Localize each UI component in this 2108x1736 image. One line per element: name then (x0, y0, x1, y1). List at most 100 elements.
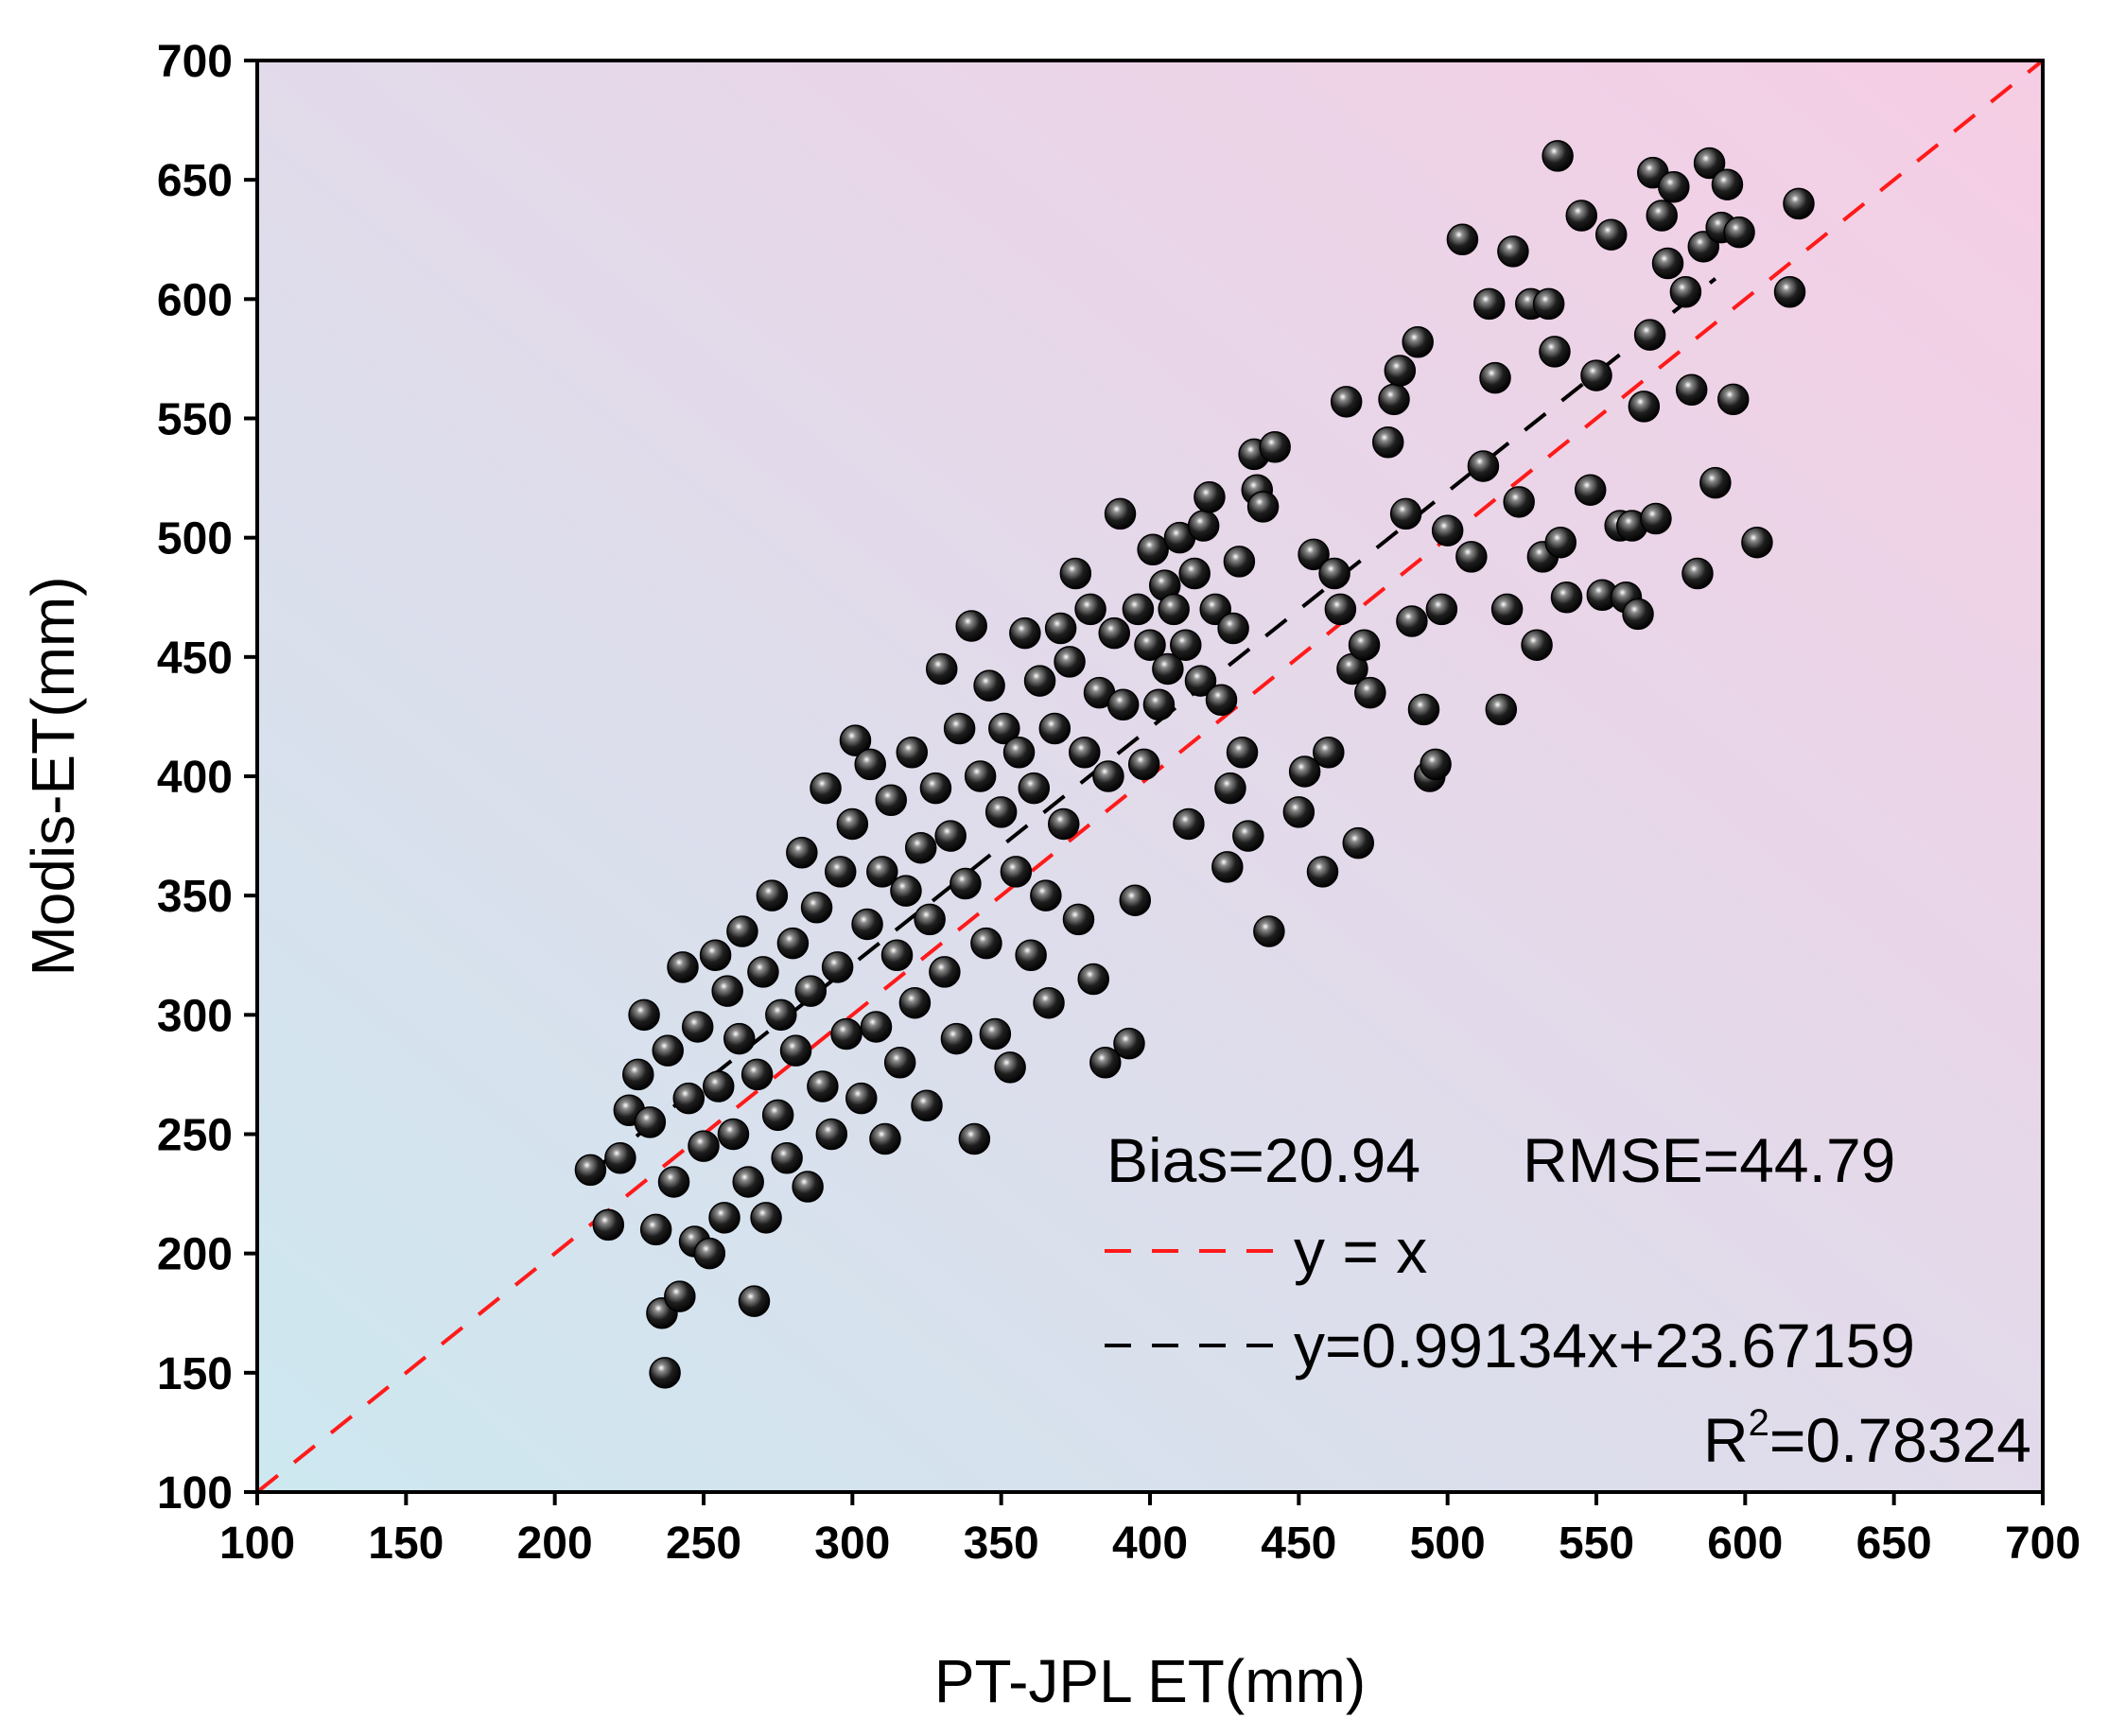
scatter-point (955, 610, 987, 642)
scatter-point (979, 1017, 1012, 1050)
scatter-point (1098, 616, 1130, 650)
scatter-point (1651, 247, 1684, 280)
scatter-point (1306, 856, 1339, 888)
scatter-point (1396, 605, 1428, 637)
scatter-point (664, 1280, 696, 1312)
scatter-point (984, 796, 1018, 828)
x-tick-label: 200 (517, 1519, 593, 1569)
scatter-point (1658, 170, 1690, 203)
scatter-point (911, 1089, 943, 1121)
y-tick-label: 350 (157, 872, 233, 922)
scatter-point (1246, 491, 1280, 523)
scatter-point (1389, 497, 1422, 530)
scatter-point (839, 724, 872, 756)
scatter-point (1173, 807, 1205, 841)
scatter-point (1330, 386, 1363, 418)
scatter-point (649, 1357, 681, 1389)
x-axis-title: PT-JPL ET(mm) (934, 1647, 1366, 1715)
scatter-point (1773, 276, 1806, 308)
scatter-point (1298, 538, 1330, 571)
scatter-point (1371, 425, 1404, 459)
scatter-point (1142, 688, 1176, 721)
scatter-point (898, 986, 932, 1019)
scatter-point (1288, 755, 1321, 788)
scatter-point (1544, 526, 1577, 559)
x-tick-label: 450 (1261, 1519, 1336, 1569)
x-axis: 100 150 200 250 300 350 400 450 500 550 600 650 700 (219, 1492, 2081, 1569)
scatter-point (1092, 760, 1124, 792)
scatter-point (896, 737, 929, 769)
scatter-point (1711, 168, 1744, 200)
scatter-point (970, 927, 1002, 960)
scatter-point (1187, 510, 1220, 542)
scatter-point (1318, 557, 1350, 590)
scatter-point (756, 879, 789, 911)
x-tick-label: 350 (964, 1519, 1039, 1569)
scatter-point (1693, 147, 1726, 180)
rmse-text: RMSE=44.79 (1523, 1125, 1895, 1195)
x-tick-label: 700 (2005, 1519, 2081, 1569)
scatter-point (1054, 646, 1086, 678)
scatter-point (1669, 276, 1702, 308)
y-tick-label: 700 (157, 37, 233, 87)
scatter-point (1503, 486, 1535, 518)
y-tick-label: 650 (157, 156, 233, 206)
scatter-point (1354, 676, 1386, 709)
scatter-point (925, 652, 958, 686)
scatter-point (1640, 502, 1672, 535)
scatter-point (1033, 986, 1065, 1019)
scatter-point (667, 951, 699, 983)
scatter-point (1497, 235, 1529, 268)
scatter-point (880, 939, 914, 971)
bias-text: Bias=20.94 (1106, 1125, 1420, 1195)
scatter-point (1223, 546, 1256, 578)
scatter-point (1002, 737, 1036, 769)
scatter-point (1015, 939, 1047, 971)
scatter-point (1594, 218, 1628, 251)
scatter-point (732, 1166, 764, 1198)
scatter-point (574, 1154, 607, 1187)
scatter-point (1472, 287, 1506, 321)
scatter-point (815, 1118, 848, 1151)
legend-identity-label: y = x (1294, 1216, 1427, 1286)
scatter-point (1633, 319, 1666, 351)
scatter-point (1226, 737, 1259, 769)
scatter-point (1783, 187, 1815, 220)
scatter-point (1232, 820, 1264, 852)
scatter-point (988, 712, 1020, 745)
x-tick-label: 650 (1856, 1519, 1932, 1569)
y-tick-label: 100 (157, 1468, 233, 1519)
scatter-point (1741, 526, 1773, 559)
scatter-point (1104, 497, 1137, 530)
scatter-point (958, 1122, 991, 1155)
scatter-point (1152, 652, 1184, 686)
scatter-point (964, 760, 997, 792)
scatter-point (1106, 688, 1140, 721)
scatter-point (1178, 557, 1211, 590)
scatter-point (1030, 879, 1062, 911)
scatter-point (830, 1017, 862, 1050)
scatter-point (860, 1011, 893, 1043)
scatter-point (1490, 593, 1524, 626)
scatter-point (1127, 748, 1160, 781)
y-tick-label: 400 (157, 753, 233, 803)
scatter-point (1342, 826, 1375, 859)
scatter-point (883, 1047, 916, 1079)
scatter-point (1699, 466, 1732, 499)
scatter-point (1348, 629, 1381, 661)
scatter-point (1542, 140, 1574, 172)
scatter-point (1069, 737, 1101, 769)
scatter-point (1324, 593, 1357, 626)
scatter-point (1009, 616, 1041, 650)
scatter-point (786, 836, 818, 869)
scatter-point (726, 915, 758, 947)
scatter-point (919, 772, 952, 805)
x-tick-label: 600 (1707, 1519, 1783, 1569)
scatter-point (973, 669, 1005, 702)
scatter-point (1723, 216, 1755, 249)
y-tick-label: 550 (157, 395, 233, 445)
scatter-point (1485, 693, 1518, 726)
y-tick-label: 200 (157, 1230, 233, 1280)
